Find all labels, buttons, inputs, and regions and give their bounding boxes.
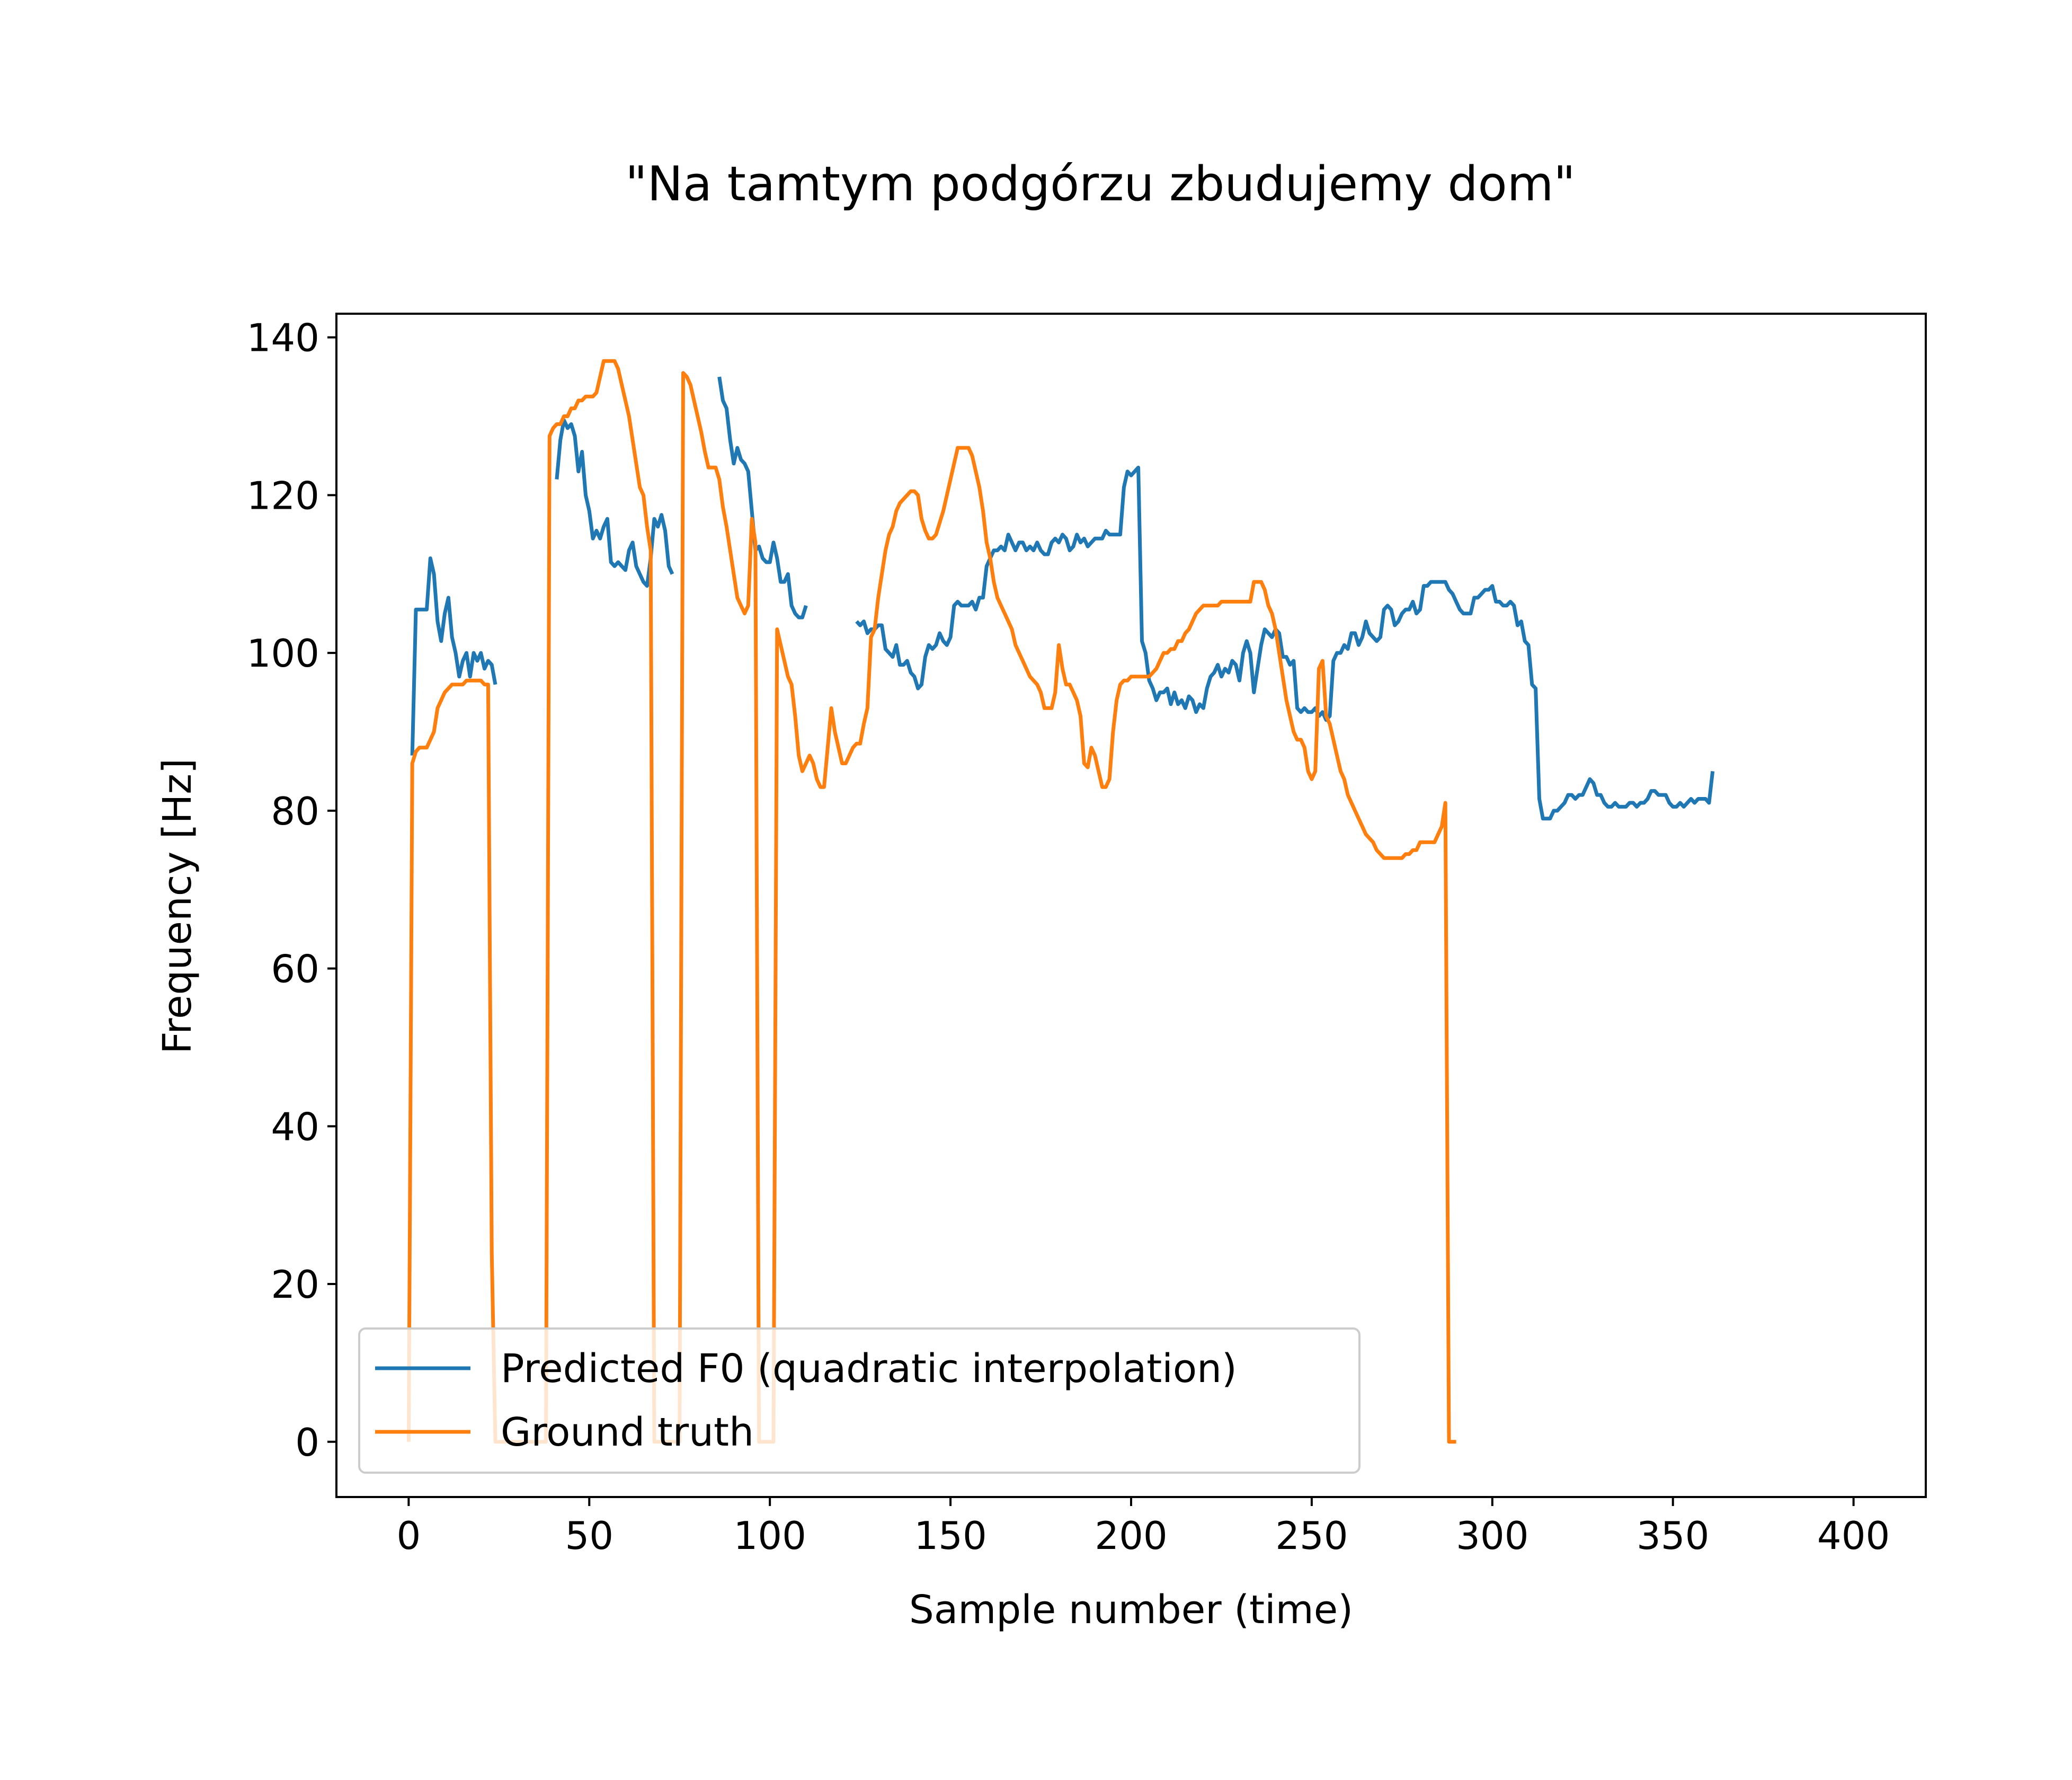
axes-frame [335,313,1927,1498]
y-tick-label: 60 [271,947,319,991]
y-tick-label: 0 [295,1420,319,1465]
legend-label-predicted: Predicted F0 (quadratic interpolation) [501,1346,1237,1392]
y-tick-label: 100 [247,631,319,676]
y-tick-label: 120 [247,473,319,518]
x-axis-label: Sample number (time) [909,1587,1353,1633]
y-tick-label: 80 [271,789,319,834]
y-axis: 0 20 40 60 80 100 120 140 [247,316,336,1465]
x-tick-label: 100 [733,1513,806,1558]
plot-area [406,359,1715,1444]
legend-box [358,1327,1360,1474]
chart-title: "Na tamtym podgórzu zbudujemy dom" [625,156,1576,212]
legend: Predicted F0 (quadratic interpolation) G… [358,1327,1360,1474]
x-tick-label: 350 [1637,1513,1709,1558]
x-tick-label: 250 [1275,1513,1348,1558]
x-tick-label: 300 [1456,1513,1528,1558]
x-tick-label: 50 [565,1513,613,1558]
predicted-f0-line-segment-2 [717,376,808,619]
predicted-f0-line-segment-1 [555,418,674,588]
y-tick-label: 20 [271,1262,319,1307]
x-axis: 0 50 100 150 200 250 300 350 400 [396,1497,1890,1558]
y-tick-label: 40 [271,1104,319,1149]
x-tick-label: 200 [1095,1513,1167,1558]
legend-label-ground-truth: Ground truth [501,1410,754,1455]
x-tick-label: 150 [914,1513,986,1558]
x-tick-label: 0 [396,1513,421,1558]
y-axis-label: Frequency [Hz] [155,758,200,1054]
y-tick-label: 140 [247,316,319,360]
ground-truth-line-segment-0 [406,359,1456,1444]
predicted-f0-line-segment-3 [855,465,1715,821]
x-tick-label: 400 [1817,1513,1890,1558]
predicted-f0-line-segment-0 [410,556,497,756]
